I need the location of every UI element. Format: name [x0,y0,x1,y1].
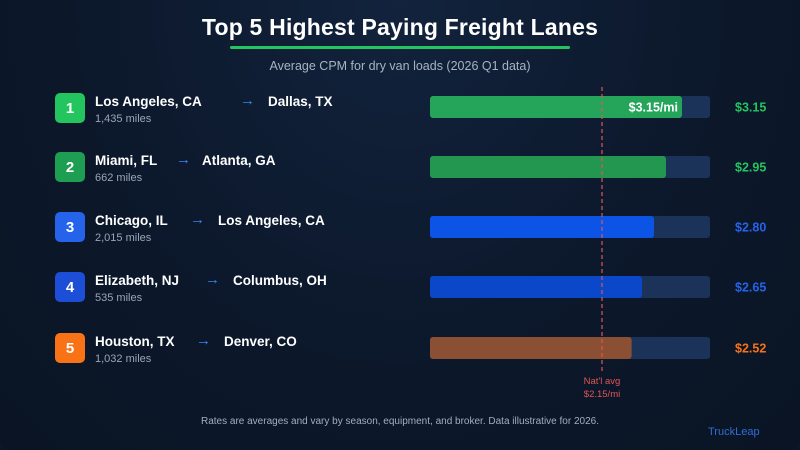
lane-row: 4 Elizabeth, NJ → Columbus, OH 535 miles [0,272,800,312]
lane-destination: Columbus, OH [233,273,327,288]
lane-destination: Atlanta, GA [202,153,276,168]
rank-badge: 3 [55,212,85,242]
bar [430,216,654,238]
bar-inner-label: $3.15/mi [629,101,678,115]
bar [430,96,682,118]
lane-origin: Chicago, IL [95,213,168,228]
lane-destination: Los Angeles, CA [218,213,325,228]
lane-miles: 535 miles [95,292,143,304]
lane-destination: Denver, CO [224,334,297,349]
lane-miles: 1,435 miles [95,113,152,125]
bar [430,156,666,178]
lane-origin: Houston, TX [95,334,175,349]
reference-label: Nat'l avg [584,376,621,387]
arrow-right-icon: → [240,92,255,109]
value-label: $2.95 [735,161,766,175]
bar [430,276,642,298]
footnote: Rates are averages and vary by season, e… [200,416,599,427]
lane-origin: Elizabeth, NJ [95,273,180,288]
chart-title: Top 5 Highest Paying Freight Lanes [201,14,599,40]
rank-badge: 5 [55,333,85,363]
lane-row: 1 Los Angeles, CA → Dallas, TX 1,435 mil… [0,93,800,133]
lane-row: 3 Chicago, IL → Los Angeles, CA 2,015 mi… [0,212,800,252]
value-label: $2.80 [735,221,766,235]
title-underline [230,46,570,49]
lane-miles: 662 miles [95,172,143,184]
arrow-right-icon: → [196,332,211,349]
value-label: $3.15 [735,101,766,115]
rank-badge: 2 [55,152,85,182]
lane-destination: Dallas, TX [268,94,333,109]
lane-origin: Los Angeles, CA [95,94,202,109]
chart-subtitle: Average CPM for dry van loads (2026 Q1 d… [269,59,531,73]
arrow-right-icon: → [176,151,191,168]
lane-origin: Miami, FL [95,153,158,168]
brand-logo: TruckLeap [708,426,760,438]
lane-row: 2 Miami, FL → Atlanta, GA 662 miles [0,152,800,192]
arrow-right-icon: → [205,271,220,288]
rank-badge: 4 [55,272,85,302]
lane-miles: 2,015 miles [95,232,152,244]
value-label: $2.52 [735,342,766,356]
rank-badge: 1 [55,93,85,123]
lane-row: 5 Houston, TX → Denver, CO 1,032 miles [0,333,800,373]
bar [430,337,632,359]
lane-miles: 1,032 miles [95,353,152,365]
reference-value: $2.15/mi [584,389,620,400]
value-label: $2.65 [735,281,766,295]
arrow-right-icon: → [190,211,205,228]
